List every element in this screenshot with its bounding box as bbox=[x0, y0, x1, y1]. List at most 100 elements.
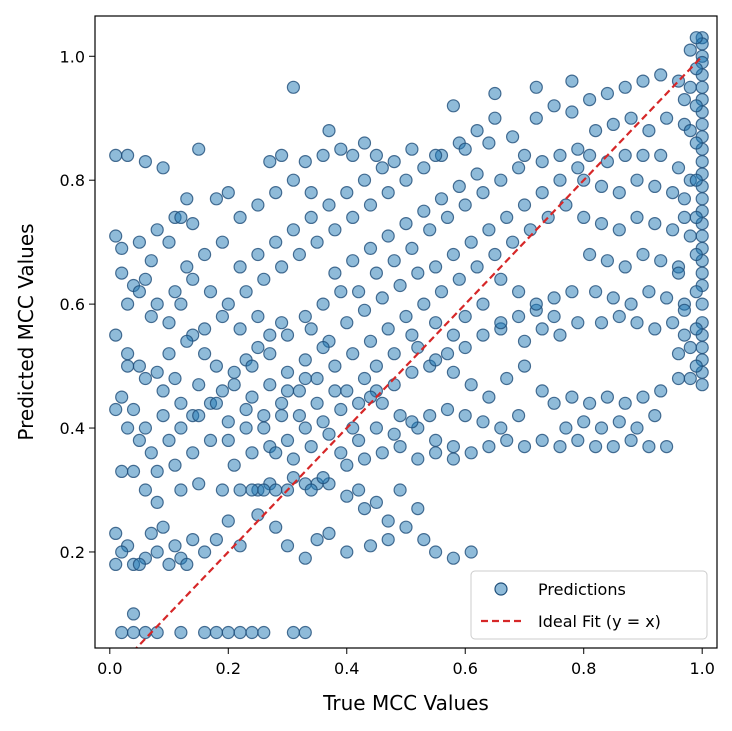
scatter-point bbox=[677, 210, 692, 224]
scatter-point bbox=[464, 378, 478, 392]
scatter-point bbox=[547, 309, 561, 324]
scatter-point bbox=[446, 328, 460, 342]
y-tick-label: 0.2 bbox=[60, 543, 85, 562]
scatter-point bbox=[316, 471, 330, 485]
scatter-point bbox=[221, 433, 235, 447]
scatter-point bbox=[322, 526, 336, 541]
scatter-point bbox=[381, 229, 395, 243]
scatter-point bbox=[340, 545, 354, 559]
scatter-point bbox=[529, 297, 543, 311]
scatter-point bbox=[387, 427, 401, 441]
scatter-point bbox=[452, 272, 466, 286]
scatter-point bbox=[529, 80, 543, 94]
legend: Predictions Ideal Fit (y = x) bbox=[470, 570, 708, 640]
scatter-point bbox=[363, 390, 378, 404]
scatter-point bbox=[280, 384, 295, 398]
scatter-point bbox=[203, 433, 218, 447]
scatter-point bbox=[500, 371, 514, 386]
scatter-point bbox=[352, 396, 366, 410]
scatter-point bbox=[269, 520, 283, 534]
scatter-point bbox=[588, 124, 603, 138]
scatter-point bbox=[695, 266, 709, 280]
scatter-point bbox=[126, 464, 141, 478]
scatter-point bbox=[464, 446, 478, 460]
scatter-point bbox=[144, 254, 158, 268]
scatter-point bbox=[547, 396, 561, 410]
scatter-point bbox=[251, 198, 265, 212]
scatter-point bbox=[162, 557, 176, 572]
scatter-point bbox=[571, 142, 585, 156]
scatter-point bbox=[375, 161, 389, 175]
scatter-point bbox=[470, 167, 484, 181]
scatter-point bbox=[405, 365, 419, 379]
scatter-point bbox=[310, 396, 324, 410]
scatter-point bbox=[126, 607, 141, 621]
scatter-point bbox=[363, 198, 378, 212]
scatter-point bbox=[695, 80, 709, 94]
scatter-point bbox=[233, 483, 247, 497]
scatter-point bbox=[239, 402, 253, 417]
scatter-point bbox=[322, 124, 336, 138]
scatter-point bbox=[257, 421, 271, 435]
scatter-point bbox=[464, 235, 478, 249]
scatter-point bbox=[618, 260, 632, 274]
scatter-point bbox=[144, 526, 158, 541]
scatter-point bbox=[470, 260, 484, 274]
scatter-point bbox=[233, 625, 247, 640]
scatter-point bbox=[399, 217, 413, 231]
scatter-point bbox=[505, 235, 520, 249]
scatter-point bbox=[695, 378, 709, 392]
x-tick-label: 0.4 bbox=[334, 659, 359, 678]
scatter-point bbox=[689, 173, 703, 187]
scatter-point bbox=[571, 316, 585, 330]
scatter-point bbox=[594, 217, 609, 231]
scatter-point bbox=[612, 309, 626, 324]
scatter-point bbox=[298, 309, 312, 324]
scatter-point bbox=[689, 322, 703, 336]
scatter-point bbox=[405, 142, 419, 156]
scatter-point bbox=[677, 303, 692, 317]
scatter-point bbox=[500, 433, 514, 447]
scatter-point bbox=[393, 409, 407, 423]
scatter-point bbox=[588, 285, 603, 299]
scatter-point bbox=[429, 433, 443, 447]
scatter-point bbox=[304, 440, 318, 454]
scatter-point bbox=[203, 285, 218, 299]
scatter-point bbox=[215, 309, 229, 324]
scatter-point bbox=[417, 204, 431, 218]
scatter-point bbox=[446, 365, 460, 379]
scatter-point bbox=[577, 210, 591, 224]
scatter-point bbox=[109, 328, 123, 342]
scatter-point bbox=[363, 334, 378, 348]
scatter-point bbox=[298, 421, 312, 435]
scatter-point bbox=[209, 359, 223, 373]
scatter-point bbox=[239, 285, 253, 299]
scatter-point bbox=[665, 223, 680, 237]
scatter-point bbox=[150, 495, 164, 509]
scatter-point bbox=[132, 235, 146, 249]
scatter-point bbox=[630, 421, 644, 435]
scatter-point bbox=[636, 74, 650, 88]
scatter-point bbox=[523, 223, 538, 237]
scatter-point bbox=[156, 409, 170, 423]
scatter-point bbox=[600, 86, 615, 101]
scatter-point bbox=[464, 545, 478, 559]
scatter-point bbox=[594, 421, 609, 435]
scatter-point bbox=[215, 483, 229, 497]
scatter-point bbox=[280, 365, 295, 379]
scatter-point bbox=[286, 471, 300, 485]
scatter-point bbox=[695, 117, 709, 132]
scatter-point bbox=[198, 322, 212, 336]
scatter-point bbox=[251, 247, 265, 262]
scatter-point bbox=[369, 266, 383, 280]
scatter-point bbox=[547, 291, 561, 305]
scatter-point bbox=[269, 446, 283, 460]
scatter-point bbox=[310, 235, 324, 249]
scatter-point bbox=[174, 297, 188, 311]
scatter-point bbox=[316, 297, 330, 311]
scatter-point bbox=[440, 347, 455, 361]
scatter-point bbox=[665, 316, 680, 330]
scatter-point bbox=[115, 545, 129, 559]
scatter-point bbox=[209, 625, 223, 640]
